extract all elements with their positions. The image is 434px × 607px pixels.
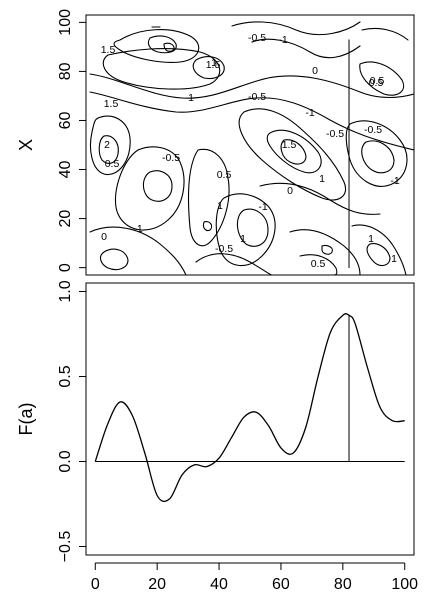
y-tick-label-top: 100 — [57, 9, 74, 36]
contour-level-label: 1 — [211, 57, 217, 69]
contour-line — [113, 29, 200, 63]
contour-line — [251, 38, 361, 59]
contour-line — [89, 73, 414, 99]
contour-panel: 1.5-0.5 -111.5 00.51.5 1 -0.5-1-0.5 -0.52-0.5… — [16, 9, 415, 276]
contour-line — [361, 27, 409, 41]
contour-level-label: 1 — [391, 253, 397, 265]
contour-line — [289, 229, 361, 275]
line-panel: −0.5 0.0 0.5 1.0 0 20 40 60 80 100 F(a) — [16, 280, 418, 593]
y-tick-label-bottom: 1.0 — [57, 280, 74, 302]
x-tick-label: 60 — [272, 576, 290, 593]
contour-line — [266, 129, 322, 174]
contour-level-label: -0.5 — [364, 124, 382, 136]
contour-level-label: 0.5 — [105, 158, 120, 170]
contour-level-label: 1 — [217, 200, 223, 212]
contour-level-label: -1 — [133, 223, 142, 235]
y-axis-top: 0 20 40 60 80 100 — [57, 9, 86, 272]
contour-line — [359, 61, 404, 96]
contour-level-label: -1 — [278, 34, 287, 46]
contour-level-label: 1.5 — [206, 59, 221, 71]
contour-line — [89, 226, 187, 275]
y-tick-label-top: 60 — [57, 111, 74, 129]
contour-level-label: 0.5 — [217, 169, 232, 181]
contour-level-label: 2 — [104, 139, 110, 151]
contour-level-label: 0.5 — [370, 75, 385, 87]
y-axis-label-bottom: F(a) — [16, 403, 36, 436]
x-tick-label: 0 — [91, 576, 100, 593]
x-tick-label: 20 — [148, 576, 166, 593]
contour-line — [231, 21, 361, 36]
contour-level-label: 0 — [101, 231, 107, 243]
contour-level-label: 1.5 — [104, 98, 119, 110]
x-tick-label: 80 — [334, 576, 352, 593]
contour-line — [236, 208, 269, 247]
contour-labels: 1.5-0.5 -111.5 00.51.5 1 -0.5-1-0.5 -0.52-0.5… — [101, 32, 400, 270]
contour-line — [163, 42, 175, 52]
y-tick-label-bottom: 0.0 — [57, 450, 74, 472]
contour-line — [321, 244, 333, 255]
contour-level-label: -0.5 — [248, 32, 266, 44]
contour-level-label: -0.5 — [326, 128, 344, 140]
contour-level-label: -0.5 — [248, 91, 266, 103]
contour-line — [202, 221, 213, 232]
x-tick-label: 40 — [210, 576, 228, 593]
contour-line — [351, 224, 407, 275]
contour-line — [147, 35, 177, 54]
y-tick-label-bottom: 0.5 — [57, 365, 74, 387]
contour-line — [114, 146, 185, 231]
contour-level-label: 1 — [240, 233, 246, 245]
contour-line — [98, 135, 119, 164]
contour-line — [89, 91, 414, 151]
contour-line — [366, 243, 391, 267]
contour-line — [215, 193, 276, 267]
y-axis-label-top: X — [16, 139, 36, 151]
contour-plot-frame — [85, 14, 415, 276]
contour-level-label: 0 — [312, 65, 318, 77]
contour-line — [192, 56, 225, 80]
x-axis: 0 20 40 60 80 100 — [91, 562, 418, 593]
contour-level-label: 0 — [287, 185, 293, 197]
contour-level-label: 0.5 — [369, 77, 384, 89]
series-line — [94, 313, 405, 502]
contour-line — [345, 120, 408, 187]
y-tick-label-top: 80 — [57, 62, 74, 80]
contour-level-label: -0.5 — [162, 152, 180, 164]
contour-level-label: 1.5 — [101, 44, 116, 56]
contour-line — [142, 170, 173, 202]
contour-line — [280, 139, 307, 165]
line-plot-frame — [85, 282, 415, 556]
contour-line — [238, 108, 346, 201]
contour-level-label: 1 — [319, 173, 325, 185]
contour-level-label: 1 — [368, 233, 374, 245]
contour-lines — [89, 21, 414, 275]
contour-level-label: -1 — [305, 107, 314, 119]
contour-line — [361, 140, 395, 174]
contour-line — [299, 254, 338, 275]
y-axis-bottom: −0.5 0.0 0.5 1.0 — [57, 280, 86, 562]
contour-line — [89, 115, 131, 176]
contour-line — [187, 148, 230, 247]
contour-level-label: 1.5 — [282, 139, 297, 151]
y-tick-label-top: 0 — [57, 263, 74, 272]
contour-line — [259, 182, 381, 215]
contour-level-label: 1 — [188, 92, 194, 104]
contour-level-label: -0.5 — [215, 243, 233, 255]
contour-level-label: -1 — [390, 175, 399, 187]
contour-level-label: -1 — [258, 201, 267, 213]
x-tick-label: 100 — [391, 576, 418, 593]
contour-line — [99, 248, 129, 271]
contour-level-label: 0.5 — [311, 258, 326, 270]
y-tick-label-top: 20 — [57, 210, 74, 228]
y-tick-label-bottom: −0.5 — [57, 531, 74, 563]
y-tick-label-top: 40 — [57, 161, 74, 179]
contour-line — [102, 48, 221, 90]
contour-line — [195, 253, 273, 275]
